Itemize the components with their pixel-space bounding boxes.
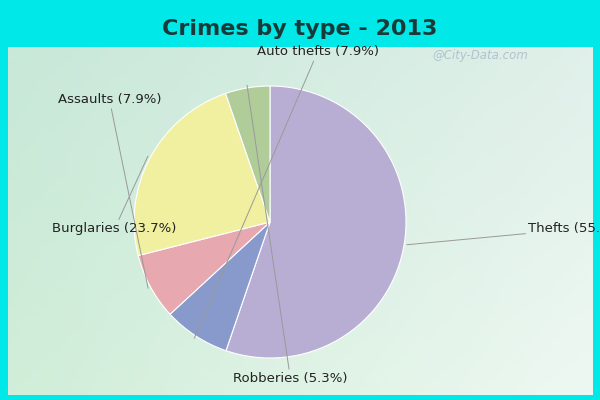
Text: @City-Data.com: @City-Data.com	[433, 49, 529, 62]
Text: Robberies (5.3%): Robberies (5.3%)	[233, 85, 347, 385]
Wedge shape	[226, 86, 406, 358]
Text: Crimes by type - 2013: Crimes by type - 2013	[163, 18, 437, 39]
Wedge shape	[226, 86, 270, 222]
Text: Auto thefts (7.9%): Auto thefts (7.9%)	[194, 46, 379, 338]
Text: Burglaries (23.7%): Burglaries (23.7%)	[52, 156, 177, 235]
Wedge shape	[170, 222, 270, 351]
Text: Thefts (55.3%): Thefts (55.3%)	[407, 222, 600, 245]
Wedge shape	[134, 94, 270, 256]
Wedge shape	[138, 222, 270, 314]
Text: Assaults (7.9%): Assaults (7.9%)	[58, 93, 161, 288]
